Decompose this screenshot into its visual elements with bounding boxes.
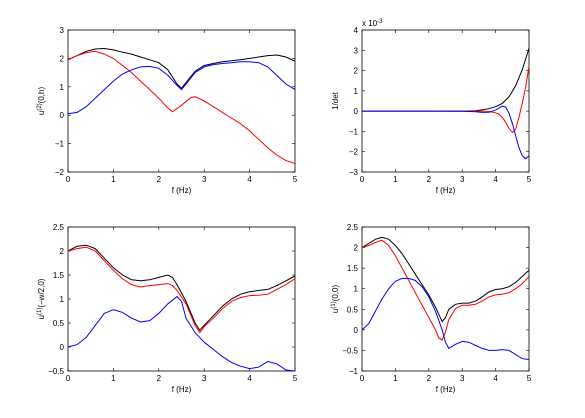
x-tick-label: 1 xyxy=(393,374,398,383)
y-tick-label: 2 xyxy=(60,247,65,256)
y-axis-label-base: u xyxy=(37,111,46,115)
x-tick-label: 5 xyxy=(293,175,298,184)
y-tick-label: 2 xyxy=(354,67,359,76)
y-axis-label-base: 1/det xyxy=(331,91,340,110)
x-tick-label: 5 xyxy=(293,374,298,383)
y-axis-label: u(2)(0,h) xyxy=(37,87,46,116)
series-line-2 xyxy=(67,50,296,164)
x-tick-label: 0 xyxy=(66,175,71,184)
subplot-3: 0 1 2 3 4 5−0.500.511.522.5f (Hz)u(1)(−w/2,0) xyxy=(37,223,298,394)
y-axis-label: u(1)(0,0) xyxy=(331,285,340,314)
y-tick-label: 4 xyxy=(354,26,359,35)
y-axis-label: u(1)(−w/2,0) xyxy=(37,278,46,319)
y-tick-label: 2 xyxy=(60,54,65,63)
x-tick-label: 2 xyxy=(427,175,432,184)
y-tick-label: −0.5 xyxy=(342,346,358,355)
series-line-3 xyxy=(67,61,296,115)
axes-frame xyxy=(361,226,530,372)
y-axis-label-superscript: (1) xyxy=(331,301,337,308)
subplot-1: 0 1 2 3 4 5 −2 −1 0 1 2 3 f (Hz) u(2)(0,h) xyxy=(37,26,298,195)
y-axis-label: 1/det xyxy=(331,91,340,110)
x-tick-label: 2 xyxy=(157,374,162,383)
y-axis-label-base: u xyxy=(37,315,46,319)
y-exponent-power: -3 xyxy=(377,19,383,25)
series-line-2 xyxy=(67,246,296,334)
y-tick-label: −1 xyxy=(55,140,65,149)
x-tick-label: 0 xyxy=(360,175,365,184)
x-tick-label: 5 xyxy=(527,175,532,184)
axes-frame xyxy=(67,29,296,173)
y-tick-label: 1 xyxy=(354,285,359,294)
y-tick-label: 0 xyxy=(60,111,65,120)
x-tick-label: 1 xyxy=(393,175,398,184)
series-line-1 xyxy=(361,236,530,323)
x-tick-label: 1 xyxy=(111,374,116,383)
y-tick-label: 1 xyxy=(60,83,65,92)
series-line-3 xyxy=(361,277,530,360)
series-line-2 xyxy=(362,66,530,134)
x-tick-label: 2 xyxy=(157,175,162,184)
y-tick-label: 1 xyxy=(60,295,65,304)
y-tick-label: −3 xyxy=(349,168,359,177)
axes-frame xyxy=(67,226,296,372)
y-tick-label: 3 xyxy=(354,46,359,55)
y-axis-label-superscript: (1) xyxy=(37,308,43,315)
x-tick-label: 3 xyxy=(460,374,465,383)
y-tick-label: 2.5 xyxy=(347,223,359,232)
x-tick-label: 3 xyxy=(202,374,207,383)
y-axis-label-base: u xyxy=(331,309,340,313)
x-tick-label: 4 xyxy=(493,175,498,184)
y-exponent-base: x 10 xyxy=(362,19,378,28)
y-tick-label: 0.5 xyxy=(347,305,359,314)
x-tick-label: 4 xyxy=(247,175,252,184)
subplot-4: 0 1 2 3 4 5 −1 −0.5 0 0.5 1 1.5 2 2.5 f (Hz) u(1)(0,0) xyxy=(331,223,532,394)
series-line-3 xyxy=(67,295,296,372)
subplot-2: 0 1 2 3 4 5 −3 −2 −1 0 1 2 3 4 f (Hz) 1/det x 10-3 xyxy=(331,19,532,195)
series-line-1 xyxy=(67,47,296,89)
y-tick-label: 3 xyxy=(60,26,65,35)
x-tick-label: 0 xyxy=(360,374,365,383)
y-tick-label: 2 xyxy=(354,244,359,253)
y-axis-label-tail: (0,h) xyxy=(37,87,46,104)
axes-frame xyxy=(361,29,530,173)
x-tick-label: 2 xyxy=(427,374,432,383)
y-tick-label: 1.5 xyxy=(347,264,359,273)
y-tick-label: 0 xyxy=(60,343,65,352)
y-axis-label-tail: (0,0) xyxy=(331,285,340,302)
x-tick-label: 3 xyxy=(202,175,207,184)
y-tick-label: 2.5 xyxy=(53,223,65,232)
series-line-1 xyxy=(362,48,530,112)
x-axis-label: f (Hz) xyxy=(172,186,192,195)
y-tick-label: −2 xyxy=(55,168,65,177)
series-line-2 xyxy=(361,239,530,341)
series-line-3 xyxy=(362,105,530,160)
x-axis-label: f (Hz) xyxy=(436,186,456,195)
x-axis-label: f (Hz) xyxy=(172,385,192,394)
y-tick-label: 1 xyxy=(354,87,359,96)
x-tick-label: 5 xyxy=(527,374,532,383)
y-axis-label-superscript: (2) xyxy=(37,103,43,110)
y-exponent-label: x 10-3 xyxy=(362,19,383,28)
y-tick-label: −1 xyxy=(349,127,359,136)
y-axis-label-tail: (−w/2,0) xyxy=(37,278,46,307)
y-tick-label: −2 xyxy=(349,148,359,157)
x-tick-label: 1 xyxy=(111,175,116,184)
y-tick-label: 0 xyxy=(354,326,359,335)
x-tick-label: 4 xyxy=(247,374,252,383)
x-tick-label: 3 xyxy=(460,175,465,184)
y-tick-label: 0.5 xyxy=(53,319,65,328)
x-tick-label: 0 xyxy=(66,374,71,383)
y-tick-label: 0 xyxy=(354,107,359,116)
series-line-1 xyxy=(67,244,296,332)
x-tick-label: 4 xyxy=(493,374,498,383)
y-tick-label: 1.5 xyxy=(53,271,65,280)
y-tick-label: −1 xyxy=(349,367,359,376)
y-tick-label: −0.5 xyxy=(48,367,64,376)
x-axis-label: f (Hz) xyxy=(436,385,456,394)
